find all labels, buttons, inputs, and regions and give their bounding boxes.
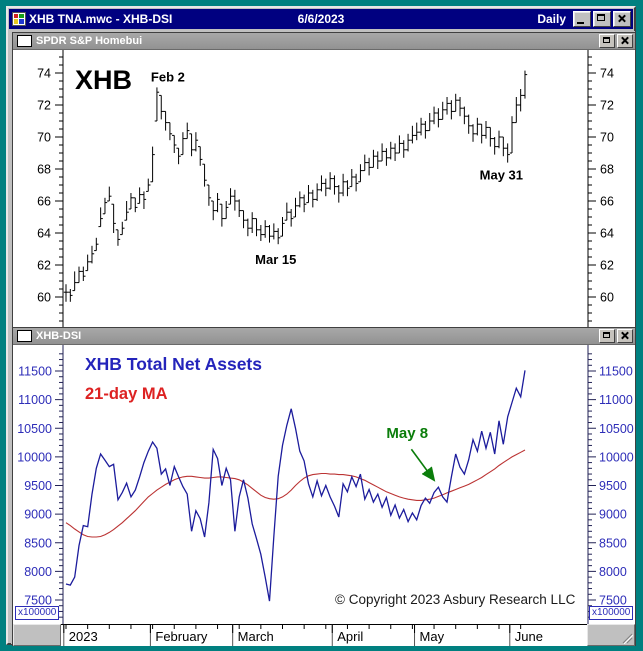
window-title: XHB TNA.mwc - XHB-DSI xyxy=(29,12,173,26)
price-annotation: Feb 2 xyxy=(151,69,185,84)
svg-text:72: 72 xyxy=(600,99,614,113)
date-ticks xyxy=(61,624,588,646)
month-label: May xyxy=(420,629,445,644)
maximize-icon xyxy=(603,37,610,43)
app-icon xyxy=(12,12,26,26)
tna-title: XHB Total Net Assets xyxy=(85,354,262,374)
svg-text:9500: 9500 xyxy=(599,479,627,493)
month-label: 2023 xyxy=(69,629,98,644)
month-label: March xyxy=(238,629,274,644)
date-axis-right-corner xyxy=(587,624,635,646)
indicator-panel-titlebar[interactable]: XHB-DSI xyxy=(13,328,635,345)
scale-right-box: x100000 xyxy=(589,606,634,620)
ma-label: 21-day MA xyxy=(85,385,168,403)
svg-text:11500: 11500 xyxy=(599,365,633,379)
ma-line xyxy=(65,449,526,538)
periodicity-label: Daily xyxy=(537,12,566,26)
tna-axes xyxy=(55,345,596,624)
price-chart: 60 60 62 62 64 64 66 66 68 68 70 70 72 72 74 74 XHB Feb 2… xyxy=(13,50,635,327)
svg-text:10000: 10000 xyxy=(17,450,52,464)
indicator-panel-title: XHB-DSI xyxy=(36,330,82,342)
price-panel-maximize-button[interactable] xyxy=(599,34,615,48)
svg-text:8000: 8000 xyxy=(599,565,627,579)
svg-text:10500: 10500 xyxy=(17,422,52,436)
svg-text:11000: 11000 xyxy=(18,393,52,407)
svg-text:72: 72 xyxy=(37,99,51,113)
date-axis-left-corner xyxy=(13,624,61,646)
copyright-text: © Copyright 2023 Asbury Research LLC xyxy=(335,592,576,607)
may8-arrow xyxy=(410,448,436,482)
maximize-button[interactable] xyxy=(593,11,611,27)
svg-text:74: 74 xyxy=(600,67,614,81)
close-button[interactable] xyxy=(613,11,631,27)
svg-text:10000: 10000 xyxy=(599,450,634,464)
svg-text:9000: 9000 xyxy=(24,508,52,522)
maximize-icon xyxy=(603,332,610,338)
svg-text:64: 64 xyxy=(600,227,614,241)
app-window: XHB TNA.mwc - XHB-DSI 6/6/2023 Daily SPD… xyxy=(6,6,636,646)
month-label: April xyxy=(337,629,363,644)
ohlc-bars xyxy=(63,70,528,302)
minimize-button[interactable] xyxy=(573,11,591,27)
svg-text:60: 60 xyxy=(600,291,614,305)
price-panel-titlebar[interactable]: SPDR S&P Homebui xyxy=(13,33,635,50)
price-annotation: May 31 xyxy=(480,168,523,183)
svg-text:8500: 8500 xyxy=(24,536,52,550)
svg-text:7500: 7500 xyxy=(599,594,627,608)
svg-text:64: 64 xyxy=(37,227,51,241)
svg-text:10500: 10500 xyxy=(599,422,634,436)
price-annotation: Mar 15 xyxy=(255,252,296,267)
minimize-icon xyxy=(577,22,584,24)
indicator-panel-close-button[interactable] xyxy=(617,329,633,343)
svg-text:11500: 11500 xyxy=(18,365,52,379)
svg-text:62: 62 xyxy=(600,259,614,273)
svg-text:9500: 9500 xyxy=(24,479,52,493)
price-panel-close-button[interactable] xyxy=(617,34,633,48)
date-axis: 2023 February March April May June xyxy=(13,624,635,646)
price-axes xyxy=(55,50,596,327)
svg-text:11000: 11000 xyxy=(599,393,633,407)
svg-text:70: 70 xyxy=(600,131,614,145)
svg-text:68: 68 xyxy=(600,163,614,177)
svg-text:62: 62 xyxy=(37,259,51,273)
indicator-chart-svg: 7500 7500 8000 8000 8500 8500 9000 9000 9500 9500… xyxy=(17,345,634,624)
svg-text:7500: 7500 xyxy=(24,594,52,608)
panel-indicator: XHB-DSI 7500 7500 8000 8000 8500 8500 9000 9000… xyxy=(12,327,636,646)
indicator-panel-maximize-button[interactable] xyxy=(599,329,615,343)
month-label: June xyxy=(515,629,543,644)
maximize-icon xyxy=(597,14,605,21)
svg-text:68: 68 xyxy=(37,163,51,177)
svg-text:8500: 8500 xyxy=(599,536,627,550)
price-panel-title: SPDR S&P Homebui xyxy=(36,35,143,47)
panel-price: SPDR S&P Homebui 60 60 62 62 64 64 66 66 68 68 70 7… xyxy=(12,32,636,328)
svg-text:60: 60 xyxy=(37,291,51,305)
chart-marker-icon xyxy=(17,35,32,47)
svg-text:8000: 8000 xyxy=(24,565,52,579)
indicator-chart: 7500 7500 8000 8000 8500 8500 9000 9000 9500 9500… xyxy=(13,345,635,646)
svg-text:70: 70 xyxy=(37,131,51,145)
date-axis-svg: 2023 February March April May June xyxy=(61,624,588,646)
svg-text:74: 74 xyxy=(37,67,51,81)
svg-text:66: 66 xyxy=(37,195,51,209)
month-label: February xyxy=(155,629,208,644)
svg-text:66: 66 xyxy=(600,195,614,209)
resize-grip[interactable] xyxy=(621,632,633,644)
may8-annotation: May 8 xyxy=(386,425,428,442)
tna-line xyxy=(65,370,526,602)
title-bar[interactable]: XHB TNA.mwc - XHB-DSI 6/6/2023 Daily xyxy=(9,9,633,29)
svg-text:9000: 9000 xyxy=(599,508,627,522)
scale-left-box: x100000 xyxy=(15,606,60,620)
mdi-area: SPDR S&P Homebui 60 60 62 62 64 64 66 66 68 68 70 7… xyxy=(11,31,636,646)
symbol-label: XHB xyxy=(75,65,132,95)
chart-marker-icon xyxy=(17,330,32,342)
price-chart-svg: 60 60 62 62 64 64 66 66 68 68 70 70 72 72 74 74 XHB Feb 2… xyxy=(37,50,614,327)
